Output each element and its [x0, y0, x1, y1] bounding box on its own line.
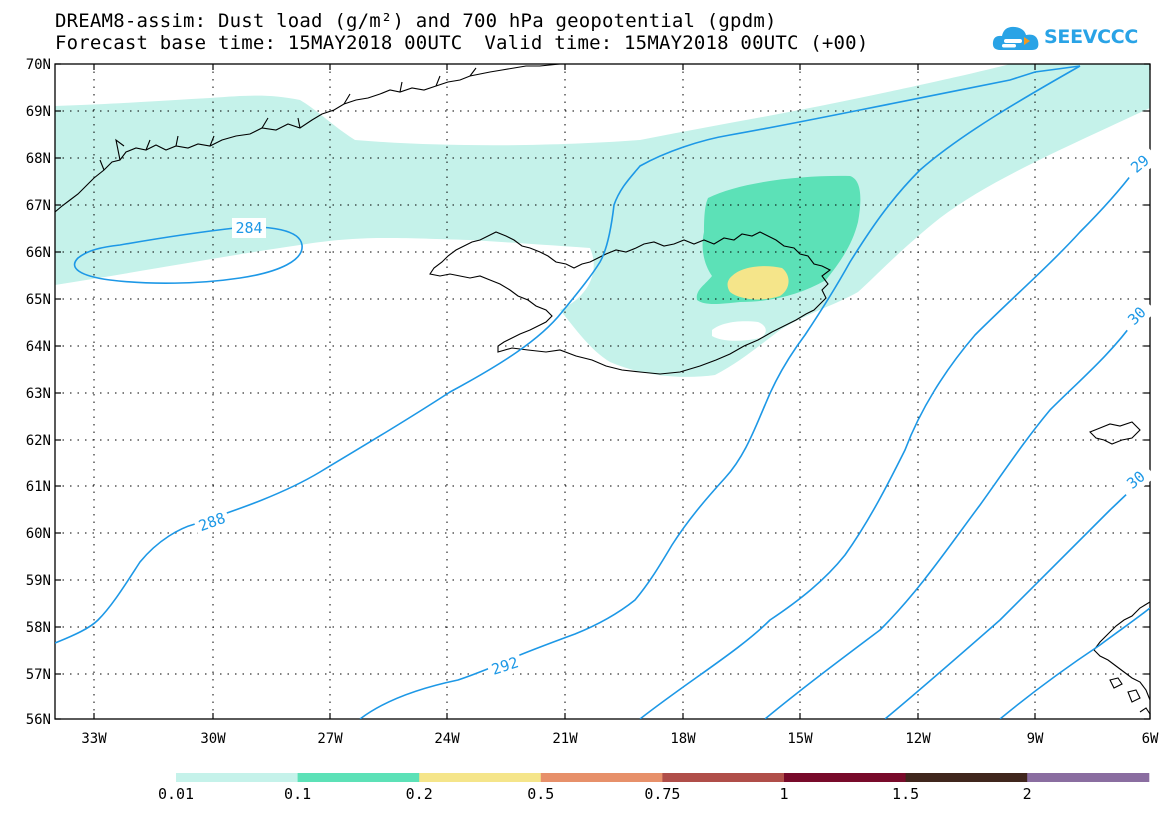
lat-label: 59N: [26, 573, 51, 589]
logo-text: SEEVCCC: [1044, 26, 1139, 48]
graticule: [55, 64, 1150, 719]
contour-label-bg: [1116, 461, 1156, 499]
contour-296: [639, 169, 1136, 719]
contour-label-bg: [485, 651, 525, 681]
greenland-fjord-detail: [99, 67, 477, 171]
contour-300: [764, 319, 1136, 719]
contour-288: [55, 65, 1081, 644]
lat-label: 66N: [26, 245, 51, 261]
lat-label: 61N: [26, 479, 51, 495]
contour-label: 284: [235, 219, 262, 237]
lat-label: 65N: [26, 292, 51, 308]
contour-304: [884, 474, 1150, 719]
lon-label: 33W: [81, 731, 107, 747]
colorbar-label: 1.5: [892, 785, 919, 803]
contour-label-group: 288: [192, 506, 232, 538]
greenland-coast: [55, 64, 561, 213]
contour-label: 292: [489, 653, 520, 678]
contour-label-group: 292: [485, 651, 525, 681]
tick-marks: [55, 63, 1151, 720]
lat-label: 64N: [26, 339, 51, 355]
valid-time: Valid time: 15MAY2018 00UTC (+00): [484, 32, 869, 54]
lat-label: 68N: [26, 151, 51, 167]
faroe-islands: [1089, 421, 1141, 445]
colorbar-swatch: [297, 773, 420, 782]
lat-label: 69N: [26, 104, 51, 120]
lon-label: 24W: [434, 731, 460, 747]
scotland-coast: [1093, 601, 1150, 701]
colorbar-swatch: [905, 773, 1028, 782]
colorbar-swatch: [419, 773, 542, 782]
lat-label: 56N: [26, 712, 51, 728]
map-title: DREAM8-assim: Dust load (g/m²) and 700 h…: [55, 10, 777, 32]
scotland-islands: [1109, 677, 1150, 715]
dust-shade-0.01-band: [55, 64, 1150, 377]
lon-label: 9W: [1027, 731, 1044, 747]
cloud-icon: [992, 26, 1039, 50]
contour-label-group: 29: [1120, 145, 1160, 183]
lon-label: 12W: [905, 731, 931, 747]
contour-284: [73, 226, 303, 284]
colorbar-labels: 0.01 0.1 0.2 0.5 0.75 1 1.5 2: [158, 785, 1032, 803]
contour-label-bg: [192, 506, 232, 538]
latitude-labels: 70N 69N 68N 67N 66N 65N 64N 63N 62N 61N 60N 59N 58N 5…: [26, 57, 51, 728]
lat-label: 67N: [26, 198, 51, 214]
colorbar-swatch: [1027, 773, 1150, 782]
colorbar-label: 0.75: [644, 785, 680, 803]
lat-label: 70N: [26, 57, 51, 73]
lat-label: 60N: [26, 526, 51, 542]
contour-label-bg: [1120, 145, 1160, 183]
contour-label-bg: [232, 218, 266, 238]
lon-label: 6W: [1142, 731, 1159, 747]
plot-frame: [54, 63, 1151, 720]
colorbar-label: 0.5: [527, 785, 554, 803]
lon-label: 27W: [317, 731, 343, 747]
colorbar-swatch: [784, 773, 907, 782]
dust-shade-0.2: [727, 266, 789, 300]
colorbar-label: 2: [1023, 785, 1032, 803]
colorbar-swatch: [662, 773, 785, 782]
lon-label: 15W: [787, 731, 813, 747]
dust-gap: [712, 321, 766, 341]
iceland-coast: [429, 231, 832, 375]
colorbar-label: 0.01: [158, 785, 194, 803]
contour-label-group: 30: [1116, 461, 1156, 499]
lon-label: 18W: [670, 731, 696, 747]
plot-area: [55, 64, 1150, 377]
seevccc-logo: SEEVCCC: [990, 20, 1150, 56]
lon-label: 30W: [200, 731, 226, 747]
contour-308: [999, 607, 1150, 719]
contour-label: 288: [196, 509, 228, 535]
contour-label-group: 284: [232, 218, 266, 238]
colorbar-swatch: [176, 773, 299, 782]
colorbar-swatch: [540, 773, 663, 782]
forecast-base-time: Forecast base time: 15MAY2018 00UTC: [55, 32, 463, 54]
coastlines: [55, 64, 1150, 715]
lat-label: 57N: [26, 667, 51, 683]
longitude-labels: 33W 30W 27W 24W 21W 18W 15W 12W 9W 6W: [81, 731, 1159, 747]
lat-label: 62N: [26, 433, 51, 449]
colorbar-label: 1: [779, 785, 788, 803]
lon-label: 21W: [552, 731, 578, 747]
time-line: Forecast base time: 15MAY2018 00UTC Valid…: [55, 33, 868, 53]
lat-label: 63N: [26, 386, 51, 402]
colorbar-label: 0.1: [284, 785, 311, 803]
colorbar: [176, 773, 1150, 782]
colorbar-label: 0.2: [406, 785, 433, 803]
contour-label-bg: [1117, 296, 1157, 336]
lat-label: 58N: [26, 620, 51, 636]
